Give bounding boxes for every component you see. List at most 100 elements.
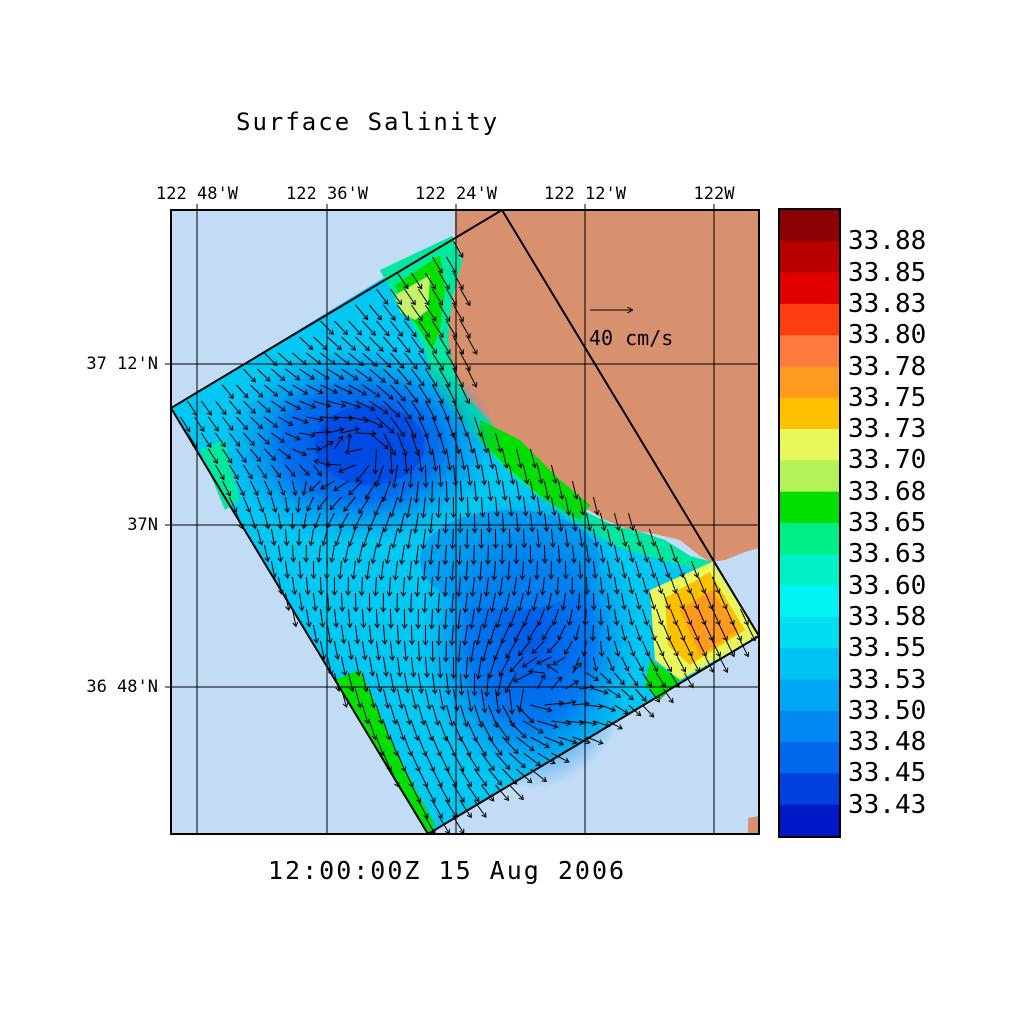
velocity-arrow — [354, 688, 363, 709]
velocity-arrow — [607, 688, 622, 698]
velocity-arrow — [450, 496, 457, 519]
velocity-arrow — [346, 432, 353, 450]
velocity-arrow — [473, 448, 481, 470]
velocity-arrow — [344, 448, 363, 455]
velocity-arrow — [704, 624, 714, 642]
velocity-arrow — [443, 640, 449, 663]
velocity-arrow — [634, 592, 642, 611]
velocity-arrow — [491, 560, 498, 581]
velocity-arrow — [425, 336, 438, 355]
lat-label-36-48n: 36 48'N — [86, 677, 158, 697]
velocity-arrow — [620, 560, 628, 579]
velocity-arrow — [352, 592, 359, 613]
velocity-arrow — [529, 512, 535, 533]
velocity-arrow — [460, 288, 471, 307]
velocity-arrow — [284, 592, 291, 612]
velocity-arrow — [376, 416, 395, 434]
velocity-arrow — [634, 560, 642, 579]
velocity-arrow — [515, 480, 522, 501]
velocity-arrow — [264, 352, 278, 367]
velocity-arrow — [229, 432, 241, 447]
velocity-arrow — [410, 784, 422, 804]
velocity-arrow — [376, 288, 389, 305]
colorbar-label: 33.75 — [848, 382, 927, 413]
velocity-arrow — [452, 432, 461, 455]
velocity-arrow — [508, 688, 515, 715]
velocity-arrow — [468, 640, 475, 663]
velocity-arrow — [711, 640, 722, 658]
velocity-arrow — [422, 464, 429, 488]
velocity-arrow — [484, 672, 490, 698]
velocity-arrow — [343, 496, 356, 512]
velocity-arrow — [413, 544, 420, 566]
colorbar-label: 33.83 — [848, 288, 927, 319]
velocity-arrow — [355, 336, 370, 352]
velocity-arrow — [669, 608, 678, 626]
velocity-arrow — [518, 640, 531, 657]
velocity-arrow — [435, 528, 441, 550]
velocity-arrow — [458, 480, 465, 503]
velocity-arrow — [489, 592, 496, 613]
velocity-arrow — [507, 528, 513, 549]
velocity-arrow — [628, 672, 639, 687]
velocity-arrow — [329, 496, 342, 511]
velocity-arrow — [606, 656, 615, 672]
velocity-arrow — [584, 576, 590, 596]
velocity-arrow — [320, 441, 334, 450]
velocity-arrow — [573, 624, 580, 642]
velocity-arrow — [487, 624, 496, 645]
velocity-arrow — [481, 784, 495, 802]
velocity-arrow — [516, 768, 533, 784]
velocity-arrow — [620, 528, 628, 547]
velocity-arrow — [389, 640, 396, 662]
velocity-arrow — [376, 352, 392, 368]
velocity-arrow — [648, 592, 657, 611]
velocity-arrow — [201, 400, 212, 416]
velocity-arrow — [413, 480, 420, 504]
velocity-arrow — [277, 576, 284, 595]
velocity-arrow — [648, 528, 657, 547]
velocity-arrow — [256, 528, 264, 546]
velocity-arrow — [418, 352, 431, 371]
velocity-arrow — [627, 576, 635, 595]
velocity-arrow — [285, 464, 296, 478]
velocity-arrow — [613, 608, 620, 627]
velocity-arrow — [340, 656, 348, 677]
velocity-arrow — [389, 768, 400, 788]
velocity-arrow — [676, 624, 686, 642]
velocity-arrow — [669, 640, 679, 657]
velocity-arrow — [290, 544, 297, 563]
velocity-arrow — [446, 352, 458, 372]
velocity-arrow — [417, 768, 429, 788]
velocity-arrow — [229, 464, 239, 480]
velocity-arrow — [291, 608, 299, 628]
velocity-arrow — [438, 688, 446, 711]
velocity-arrow — [469, 576, 476, 598]
velocity-arrow — [415, 608, 422, 630]
velocity-arrow — [313, 429, 331, 435]
velocity-arrow — [494, 432, 503, 453]
velocity-arrow — [369, 336, 384, 352]
velocity-arrow — [464, 528, 470, 550]
velocity-arrow — [374, 608, 381, 629]
velocity-arrow — [382, 432, 396, 456]
velocity-arrow — [684, 672, 694, 689]
velocity-arrow — [390, 320, 404, 337]
velocity-arrow — [397, 480, 405, 504]
velocity-arrow — [429, 640, 436, 663]
velocity-arrow — [509, 784, 524, 801]
velocity-arrow — [453, 272, 464, 291]
velocity-arrow — [499, 544, 506, 565]
velocity-arrow — [508, 608, 517, 628]
velocity-arrow — [525, 576, 532, 596]
velocity-arrow — [313, 464, 322, 477]
velocity-arrow — [432, 352, 444, 371]
velocity-arrow — [571, 512, 578, 532]
velocity-arrow — [456, 576, 462, 598]
velocity-arrow — [581, 640, 588, 657]
velocity-arrow — [551, 752, 570, 763]
velocity-arrow — [277, 480, 286, 496]
velocity-arrow — [316, 544, 322, 563]
velocity-arrow — [572, 662, 582, 674]
velocity-arrow — [277, 512, 284, 530]
